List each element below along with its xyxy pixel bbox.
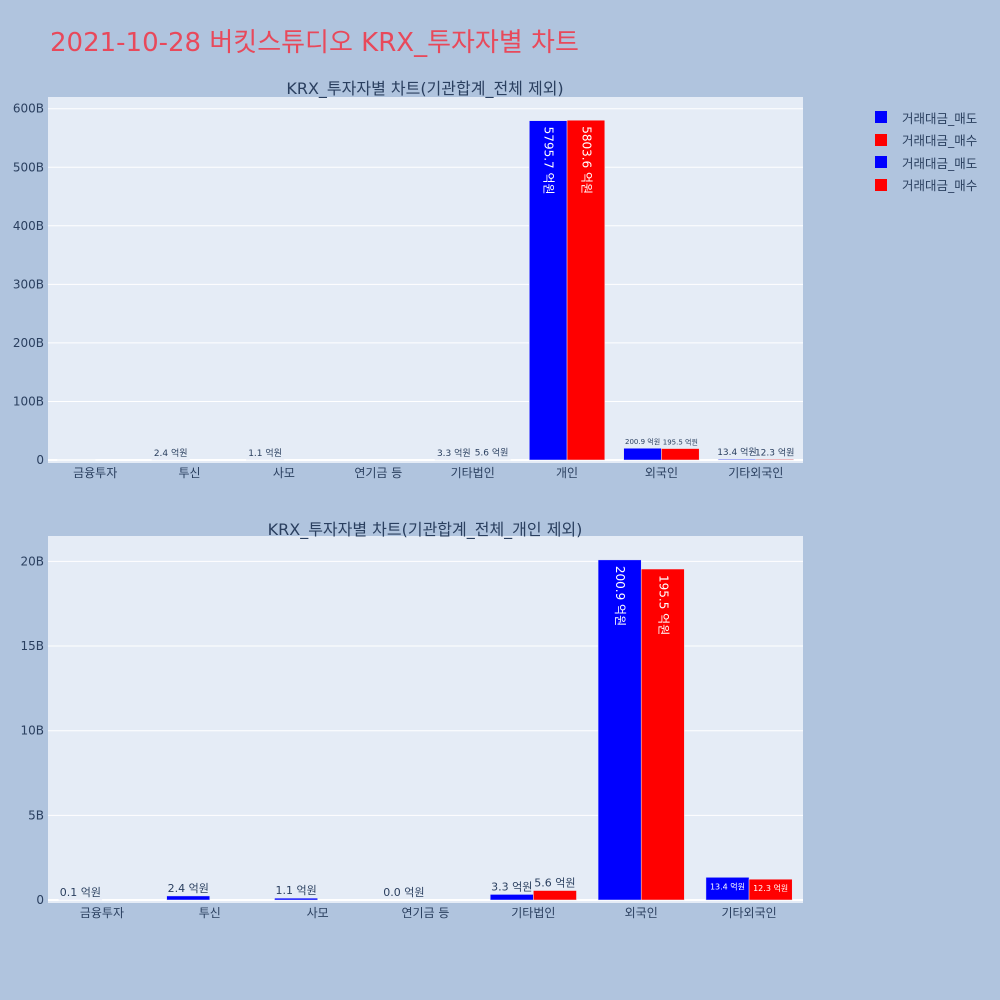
data-label: 0.0 억원	[383, 886, 424, 899]
legend-item[interactable]: 거래대금_매도	[875, 151, 977, 174]
y-tick-label: 0	[36, 453, 44, 467]
data-label: 2.4 억원	[168, 882, 209, 895]
data-label: 12.3 억원	[755, 446, 794, 458]
data-label: 5.6 억원	[475, 447, 509, 459]
legend-item[interactable]: 거래대금_매도	[875, 106, 977, 129]
x-tick-label: 외국인	[645, 466, 678, 480]
bar	[597, 559, 642, 901]
x-tick-label: 기타법인	[511, 906, 555, 920]
x-tick-label: 외국인	[625, 906, 658, 920]
y-tick-label: 20B	[20, 554, 44, 568]
bar	[566, 119, 606, 461]
legend-swatch	[875, 111, 887, 124]
x-tick-label: 투신	[199, 906, 221, 920]
data-label: 5.6 억원	[534, 877, 575, 890]
data-label: 5803.6 억원	[579, 126, 593, 194]
y-tick-label: 500B	[13, 160, 44, 174]
legend-swatch	[875, 156, 887, 169]
legend-label: 거래대금_매수	[902, 178, 978, 194]
bar	[529, 120, 568, 461]
data-label: 1.1 억원	[248, 447, 282, 459]
page-title: 2021-10-28 버킷스튜디오 KRX_투자자별 차트	[50, 28, 579, 58]
legend-swatch	[875, 178, 887, 191]
data-label: 12.3 억원	[753, 883, 788, 893]
data-label: 1.1 억원	[275, 884, 316, 897]
data-label: 0.1 억원	[60, 886, 101, 899]
y-tick-label: 600B	[13, 102, 44, 116]
x-tick-label: 사모	[273, 466, 295, 480]
bar	[623, 447, 662, 461]
x-tick-label: 연기금 등	[402, 906, 450, 920]
data-label: 195.5 억원	[656, 575, 670, 635]
y-tick-label: 5B	[28, 808, 44, 822]
data-label: 195.5 억원	[663, 438, 698, 447]
legend-swatch	[875, 133, 887, 146]
data-label: 13.4 억원	[710, 881, 745, 891]
y-tick-label: 200B	[13, 336, 44, 350]
y-tick-label: 15B	[20, 639, 44, 653]
legend-label: 거래대금_매수	[902, 133, 978, 149]
data-label: 200.9 억원	[613, 566, 627, 626]
x-tick-label: 기타법인	[451, 466, 495, 480]
x-tick-label: 금융투자	[73, 466, 117, 480]
bar	[640, 568, 685, 901]
bar	[661, 448, 700, 461]
x-tick-label: 사모	[307, 906, 329, 920]
y-tick-label: 400B	[13, 219, 44, 233]
chart-title: KRX_투자자별 차트(기관합계_전체_개인 제외)	[268, 520, 583, 540]
data-label: 200.9 억원	[625, 437, 660, 446]
bar	[274, 897, 318, 901]
legend-item[interactable]: 거래대금_매수	[875, 174, 977, 197]
data-label: 3.3 억원	[491, 880, 532, 893]
legend[interactable]: 거래대금_매도 거래대금_매수 거래대금_매도 거래대금_매수	[875, 106, 977, 196]
x-tick-label: 기타외국인	[728, 466, 783, 480]
plot-area	[48, 97, 803, 463]
bar	[755, 459, 794, 461]
x-tick-label: 연기금 등	[354, 466, 402, 480]
x-tick-label: 기타외국인	[721, 906, 776, 920]
x-tick-label: 투신	[179, 466, 201, 480]
data-label: 5795.7 억원	[542, 127, 556, 195]
y-tick-label: 10B	[20, 724, 44, 738]
data-label: 13.4 억원	[717, 446, 756, 458]
y-tick-label: 300B	[13, 277, 44, 291]
data-label: 2.4 억원	[154, 447, 188, 459]
y-tick-label: 0	[36, 893, 44, 907]
bar	[533, 890, 577, 901]
plot-area	[48, 536, 803, 903]
chart-title: KRX_투자자별 차트(기관합계_전체 제외)	[286, 79, 563, 99]
bar	[489, 894, 534, 901]
data-label: 3.3 억원	[437, 447, 471, 459]
legend-label: 거래대금_매도	[902, 110, 978, 126]
bar	[166, 895, 211, 901]
bar	[748, 878, 793, 901]
bar	[717, 458, 757, 461]
y-tick-label: 100B	[13, 394, 44, 408]
x-tick-label: 금융투자	[80, 906, 124, 920]
legend-item[interactable]: 거래대금_매수	[875, 129, 977, 152]
x-tick-label: 개인	[556, 466, 578, 480]
legend-label: 거래대금_매도	[902, 155, 978, 171]
